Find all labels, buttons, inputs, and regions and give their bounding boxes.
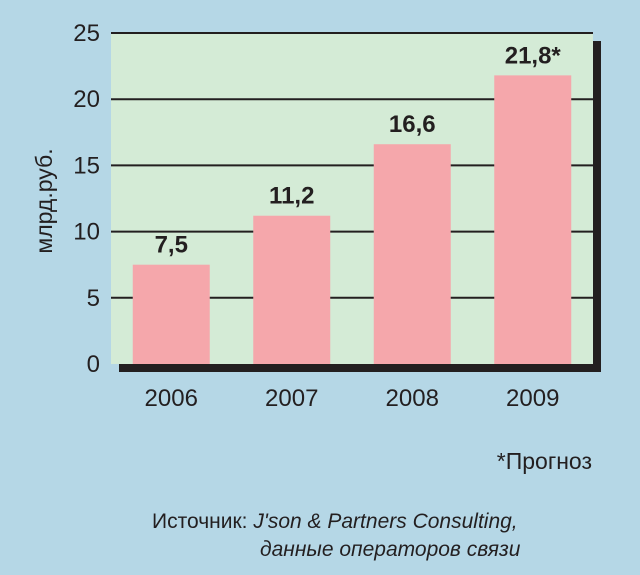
bar-2007 [253, 215, 331, 364]
y-tick-label: 0 [87, 351, 100, 378]
y-tick-label: 25 [73, 20, 100, 47]
bar-2006 [132, 264, 210, 364]
y-tick-labels: 0 5 10 15 20 25 [73, 20, 100, 378]
x-tick-label-2006: 2006 [145, 385, 198, 412]
x-tick-label-2007: 2007 [265, 385, 318, 412]
y-tick-label: 10 [73, 219, 100, 246]
source-name: J'son & Partners Consulting, [253, 510, 518, 533]
x-tick-label-2008: 2008 [386, 385, 439, 412]
x-tick-labels: 2006 2007 2008 2009 [145, 385, 560, 412]
source-note: Источник: J'son & Partners Consulting, д… [152, 508, 520, 564]
source-prefix: Источник: [152, 510, 254, 533]
bar-2009 [494, 75, 572, 365]
data-label-2007: 11,2 [269, 183, 314, 210]
bar-2008 [373, 144, 451, 364]
x-tick-label-2009: 2009 [506, 385, 559, 412]
bars [132, 75, 572, 365]
data-label-2009: 21,8* [505, 42, 562, 69]
forecast-footnote: *Прогноз [496, 448, 592, 474]
data-labels: 7,5 11,2 16,6 21,8* [155, 42, 562, 258]
y-tick-label: 5 [87, 285, 100, 312]
y-tick-label: 20 [73, 86, 100, 113]
y-tick-label: 15 [73, 152, 100, 179]
source-line2: данные операторов связи [260, 538, 521, 561]
data-label-2008: 16,6 [389, 111, 436, 138]
data-label-2006: 7,5 [155, 232, 188, 259]
y-axis-title: млрд.руб. [31, 148, 57, 253]
